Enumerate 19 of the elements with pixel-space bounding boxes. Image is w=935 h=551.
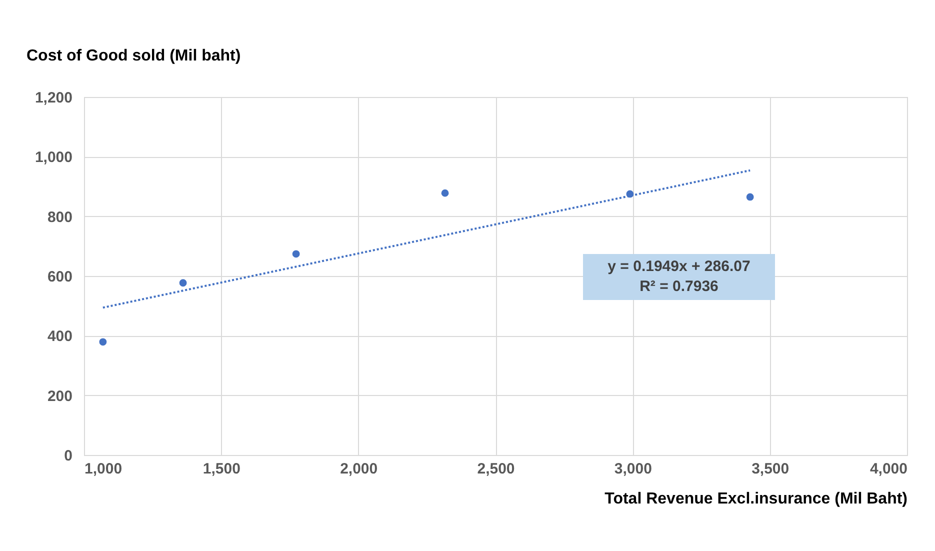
x-axis-title: Total Revenue Excl.insurance (Mil Baht) (604, 490, 908, 508)
x-tick-label: 2,000 (340, 460, 378, 478)
y-tick-label: 200 (47, 388, 72, 405)
annotation: R² = 0.7936 (638, 277, 720, 297)
x-tick-label: 2,500 (477, 460, 515, 478)
y-tick-label: 400 (47, 328, 72, 346)
y-tick-label: 1,200 (34, 90, 72, 106)
annotation: y = 0.1949x + 286.07 (606, 257, 752, 277)
x-tick-label: 1,500 (202, 460, 240, 478)
x-tick-label: 1,000 (84, 460, 122, 478)
y-tick-label: 800 (47, 208, 72, 226)
x-tick-label: 3,000 (614, 460, 652, 478)
equation-label-box: y = 0.1949x + 286.07 R² = 0.7936 (583, 254, 775, 300)
y-tick-label: 600 (47, 268, 72, 286)
x-tick-label: 4,000 (870, 460, 908, 478)
y-tick-label: 0 (64, 448, 72, 464)
y-tick-label: 1,000 (34, 149, 72, 166)
y-axis-title: Cost of Good sold (Mil baht) (26, 48, 241, 64)
x-tick-label: 3,500 (752, 460, 790, 478)
